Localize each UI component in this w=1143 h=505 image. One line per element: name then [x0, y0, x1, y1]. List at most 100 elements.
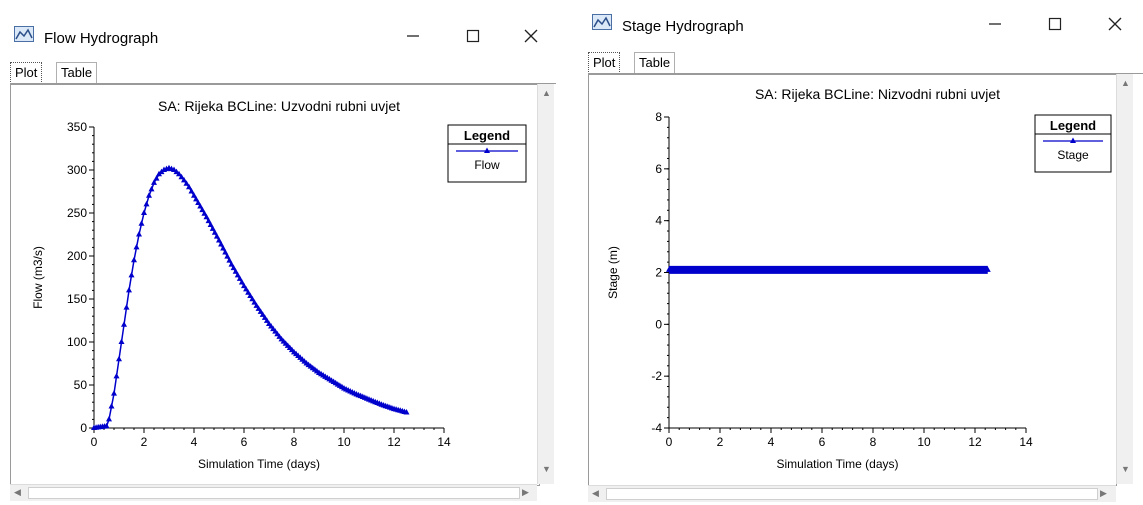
- data-point-marker: [128, 271, 135, 278]
- title-bar[interactable]: Stage Hydrograph: [578, 0, 1143, 40]
- data-point-marker: [850, 266, 857, 272]
- data-point-marker: [823, 266, 830, 272]
- data-point-marker: [685, 266, 692, 272]
- data-point-marker: [758, 266, 765, 272]
- data-point-marker: [249, 295, 256, 302]
- data-point-marker: [201, 210, 208, 216]
- data-point-marker: [247, 292, 254, 298]
- tab-plot[interactable]: Plot: [588, 52, 621, 74]
- y-tick-label: 350: [67, 120, 87, 134]
- data-point-marker: [222, 249, 229, 255]
- data-point-marker: [151, 179, 157, 185]
- data-point-marker: [121, 321, 127, 327]
- data-point-marker: [842, 266, 849, 272]
- plot-area: SA: Rijeka BCLine: Uzvodni rubni uvjet 0 5…: [10, 84, 540, 486]
- data-point-marker: [942, 266, 949, 272]
- data-point-marker: [696, 266, 703, 272]
- data-point-marker: [666, 266, 672, 272]
- x-tick-label: 0: [91, 435, 98, 449]
- data-point-marker: [865, 266, 872, 272]
- data-point-marker: [984, 266, 991, 272]
- data-point-marker: [727, 266, 734, 272]
- tab-table[interactable]: Table: [56, 62, 98, 83]
- data-point-marker: [869, 266, 876, 272]
- data-point-marker: [915, 266, 922, 272]
- data-point-marker: [961, 266, 968, 272]
- scroll-up-icon[interactable]: ▲: [1121, 78, 1130, 88]
- data-point-marker: [762, 266, 769, 272]
- scroll-right-icon[interactable]: ▶: [1100, 488, 1107, 498]
- data-point-marker: [846, 266, 853, 272]
- y-tick-label: 6: [655, 162, 662, 176]
- data-point-marker: [197, 203, 204, 209]
- data-point-marker: [226, 257, 233, 263]
- close-icon[interactable]: [1098, 8, 1132, 38]
- data-point-marker: [792, 266, 799, 272]
- minimize-icon[interactable]: [396, 20, 430, 50]
- tab-plot[interactable]: Plot: [10, 62, 43, 84]
- data-point-marker: [232, 268, 239, 274]
- data-point-marker: [881, 266, 888, 272]
- maximize-icon[interactable]: [456, 20, 490, 50]
- data-point-marker: [181, 176, 187, 183]
- data-point-marker: [677, 266, 684, 272]
- data-point-marker: [907, 266, 914, 272]
- legend-box: [1034, 114, 1112, 173]
- data-point-marker: [827, 266, 834, 272]
- y-tick-label: 250: [67, 206, 87, 220]
- data-point-marker: [113, 372, 120, 379]
- scroll-thumb[interactable]: [606, 488, 1098, 500]
- y-tick-label: 300: [67, 163, 87, 177]
- plot-area: SA: Rijeka BCLine: Nizvodni rubni uvjet -…: [588, 74, 1117, 486]
- title-bar[interactable]: Flow Hydrograph: [0, 0, 556, 52]
- data-point-marker: [750, 266, 757, 272]
- scroll-thumb[interactable]: [28, 487, 520, 499]
- data-point-marker: [946, 266, 953, 272]
- maximize-icon[interactable]: [1038, 8, 1072, 38]
- x-axis-label: Simulation Time (days): [198, 457, 320, 471]
- scroll-down-icon[interactable]: ▼: [1121, 464, 1130, 474]
- x-tick-label: 12: [387, 435, 401, 449]
- y-axis-label: Flow (m3/s): [31, 246, 45, 309]
- data-point-marker: [207, 221, 214, 228]
- x-tick-label: 0: [666, 435, 673, 449]
- scroll-left-icon[interactable]: ◀: [14, 487, 21, 497]
- data-point-marker: [911, 266, 918, 272]
- data-point-marker: [188, 188, 195, 194]
- minimize-icon[interactable]: [978, 8, 1012, 38]
- data-point-marker: [234, 271, 241, 278]
- data-point-marker: [131, 256, 137, 263]
- legend-title: Legend: [464, 128, 510, 143]
- scroll-down-icon[interactable]: ▼: [542, 464, 551, 474]
- data-point-marker: [834, 266, 841, 272]
- vertical-scrollbar[interactable]: ▲ ▼: [1116, 74, 1133, 484]
- data-point-marker: [712, 266, 719, 272]
- data-point-marker: [731, 266, 738, 272]
- data-point-marker: [838, 266, 845, 272]
- y-tick-label: 200: [67, 249, 87, 263]
- x-axis-label: Simulation Time (days): [776, 457, 898, 471]
- data-point-marker: [176, 170, 182, 177]
- x-tick-label: 6: [819, 435, 826, 449]
- legend-title: Legend: [1050, 118, 1096, 133]
- data-point-marker: [123, 304, 130, 310]
- horizontal-scrollbar[interactable]: ◀ ▶: [588, 485, 1116, 502]
- data-point-marker: [186, 183, 192, 190]
- data-point-marker: [808, 266, 815, 272]
- data-point-marker: [141, 209, 147, 215]
- data-point-marker: [804, 266, 811, 272]
- tab-table[interactable]: Table: [634, 52, 676, 73]
- data-point-marker: [103, 422, 110, 429]
- data-point-marker: [126, 286, 132, 293]
- scroll-right-icon[interactable]: ▶: [522, 487, 529, 497]
- data-point-marker: [854, 266, 861, 272]
- data-point-marker: [858, 266, 865, 272]
- horizontal-scrollbar[interactable]: ◀ ▶: [10, 484, 537, 501]
- x-tick-label: 14: [437, 435, 451, 449]
- scroll-up-icon[interactable]: ▲: [542, 88, 551, 98]
- data-point-marker: [950, 266, 957, 272]
- vertical-scrollbar[interactable]: ▲ ▼: [537, 84, 554, 484]
- data-point-marker: [861, 266, 868, 272]
- close-icon[interactable]: [514, 20, 548, 50]
- scroll-left-icon[interactable]: ◀: [592, 488, 599, 498]
